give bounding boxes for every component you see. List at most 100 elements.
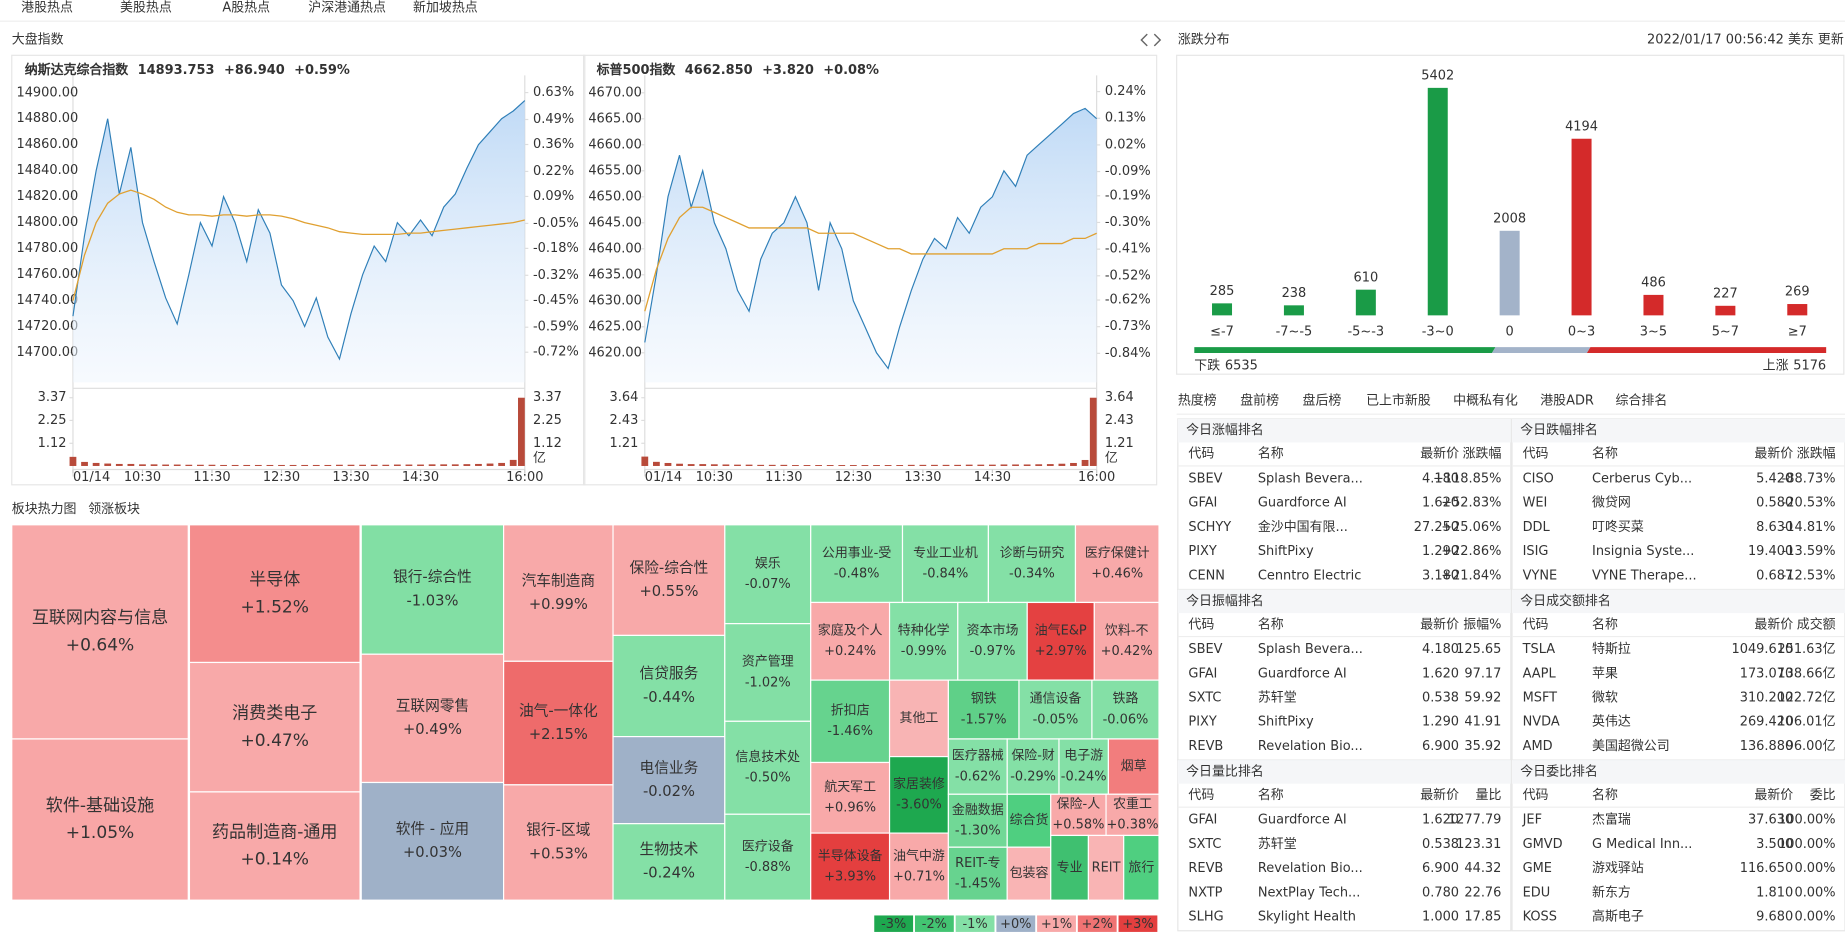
stock-name[interactable]: ShiftPixy	[1258, 544, 1314, 559]
sector-cell[interactable]	[360, 781, 505, 901]
sector-cell[interactable]	[724, 623, 812, 722]
sector-cell[interactable]	[503, 784, 614, 901]
next-arrow[interactable]	[1153, 33, 1162, 47]
stock-name[interactable]: 杰富瑞	[1592, 812, 1631, 828]
stock-name[interactable]: 金沙中国有限...	[1258, 519, 1348, 535]
market-tab[interactable]: 美股热点	[120, 1, 172, 16]
market-tab[interactable]: 沪深港通热点	[308, 1, 386, 16]
sector-cell[interactable]	[11, 524, 189, 740]
stock-code[interactable]: CISO	[1523, 471, 1554, 486]
sector-cell[interactable]	[724, 813, 812, 901]
sector-cell[interactable]	[810, 679, 891, 764]
stock-name[interactable]: Splash Bevera...	[1258, 642, 1363, 657]
stock-code[interactable]: PIXY	[1188, 715, 1216, 730]
sector-tab[interactable]: 板块热力图	[12, 502, 77, 517]
stock-name[interactable]: G Medical Inn...	[1592, 837, 1692, 852]
stock-name[interactable]: Splash Bevera...	[1258, 471, 1363, 486]
sector-cell[interactable]	[901, 524, 989, 604]
stock-code[interactable]: REVB	[1188, 739, 1223, 754]
sector-cell[interactable]	[888, 832, 949, 901]
stock-code[interactable]: CENN	[1188, 568, 1225, 583]
sector-cell[interactable]	[1050, 834, 1089, 901]
stock-code[interactable]: SXTC	[1188, 691, 1221, 706]
stock-code[interactable]: AMD	[1523, 739, 1553, 754]
sector-cell[interactable]	[888, 756, 949, 834]
sector-cell[interactable]	[810, 832, 891, 901]
sector-cell[interactable]	[503, 660, 614, 786]
stock-code[interactable]: GME	[1523, 861, 1552, 876]
stock-code[interactable]: GMVD	[1523, 837, 1563, 852]
sector-cell[interactable]	[612, 736, 726, 825]
stock-code[interactable]: GFAI	[1188, 813, 1217, 828]
stock-code[interactable]: WEI	[1523, 496, 1548, 511]
sector-cell[interactable]	[957, 601, 1028, 681]
sector-cell[interactable]	[724, 524, 812, 625]
stock-name[interactable]: Revelation Bio...	[1258, 861, 1363, 876]
stock-name[interactable]: 高斯电子	[1592, 909, 1644, 925]
ranking-tab[interactable]: 热度榜	[1178, 393, 1217, 409]
sector-cell[interactable]	[188, 524, 361, 664]
stock-name[interactable]: 微软	[1592, 691, 1618, 706]
sector-cell[interactable]	[11, 738, 189, 901]
ranking-tab[interactable]: 已上市新股	[1366, 393, 1431, 409]
sector-cell[interactable]	[360, 653, 505, 784]
stock-name[interactable]: 特斯拉	[1592, 642, 1631, 657]
sector-cell[interactable]	[503, 524, 614, 662]
stock-name[interactable]: 微贷网	[1592, 496, 1631, 511]
stock-name[interactable]: 美国超微公司	[1592, 739, 1670, 754]
ranking-tab[interactable]: 综合排名	[1616, 393, 1668, 409]
sector-cell[interactable]	[947, 738, 1008, 795]
ranking-tab[interactable]: 盘后榜	[1303, 393, 1342, 409]
sector-cell[interactable]	[888, 601, 959, 681]
sector-tab[interactable]: 领涨板块	[88, 502, 140, 517]
sector-cell[interactable]	[188, 791, 361, 901]
stock-name[interactable]: Insignia Syste...	[1592, 544, 1694, 559]
stock-name[interactable]: 英伟达	[1592, 715, 1631, 730]
sector-cell[interactable]	[612, 634, 726, 738]
stock-code[interactable]: EDU	[1523, 885, 1551, 900]
stock-name[interactable]: Skylight Health	[1258, 910, 1356, 925]
stock-name[interactable]: Revelation Bio...	[1258, 739, 1363, 754]
stock-code[interactable]: SCHYY	[1188, 520, 1231, 535]
sector-cell[interactable]	[987, 524, 1077, 604]
sector-cell[interactable]	[1006, 738, 1060, 795]
stock-name[interactable]: NextPlay Tech...	[1258, 885, 1361, 900]
market-tab[interactable]: 港股热点	[21, 1, 73, 16]
stock-code[interactable]: NXTP	[1188, 885, 1222, 900]
sector-cell[interactable]	[1006, 846, 1052, 901]
sector-cell[interactable]	[1093, 601, 1160, 681]
stock-code[interactable]: VYNE	[1523, 568, 1558, 583]
sector-cell[interactable]	[947, 679, 1020, 740]
stock-code[interactable]: PIXY	[1188, 544, 1216, 559]
stock-code[interactable]: REVB	[1188, 861, 1223, 876]
stock-name[interactable]: 新东方	[1592, 884, 1631, 900]
stock-name[interactable]: Cenntro Electric	[1258, 568, 1361, 583]
ranking-tab[interactable]: 港股ADR	[1540, 394, 1594, 409]
sector-cell[interactable]	[1058, 738, 1110, 795]
sector-cell[interactable]	[810, 524, 904, 604]
sector-cell[interactable]	[1026, 601, 1095, 681]
sector-cell[interactable]	[188, 661, 361, 793]
stock-code[interactable]: SXTC	[1188, 837, 1221, 852]
stock-name[interactable]: Cerberus Cyb...	[1592, 471, 1692, 486]
sector-cell[interactable]	[810, 761, 891, 834]
stock-name[interactable]: 苏轩堂	[1258, 836, 1297, 852]
stock-name[interactable]: VYNE Therape...	[1592, 568, 1697, 583]
market-tab[interactable]: A股热点	[222, 1, 270, 16]
stock-name[interactable]: Guardforce AI	[1258, 496, 1347, 511]
stock-name[interactable]: 苏轩堂	[1258, 690, 1297, 706]
sector-cell[interactable]	[1050, 793, 1107, 837]
stock-code[interactable]: GFAI	[1188, 666, 1217, 681]
stock-code[interactable]: DDL	[1523, 520, 1551, 535]
sector-cell[interactable]	[360, 524, 505, 655]
stock-name[interactable]: Guardforce AI	[1258, 666, 1347, 681]
sector-cell[interactable]	[612, 823, 726, 901]
stock-code[interactable]: GFAI	[1188, 496, 1217, 511]
sector-cell[interactable]	[1006, 793, 1052, 848]
sector-cell[interactable]	[1091, 679, 1160, 740]
stock-code[interactable]: TSLA	[1522, 642, 1556, 657]
stock-name[interactable]: 苹果	[1592, 666, 1618, 681]
stock-code[interactable]: NVDA	[1523, 715, 1560, 730]
stock-code[interactable]: SLHG	[1188, 910, 1223, 925]
prev-arrow[interactable]	[1140, 33, 1148, 47]
